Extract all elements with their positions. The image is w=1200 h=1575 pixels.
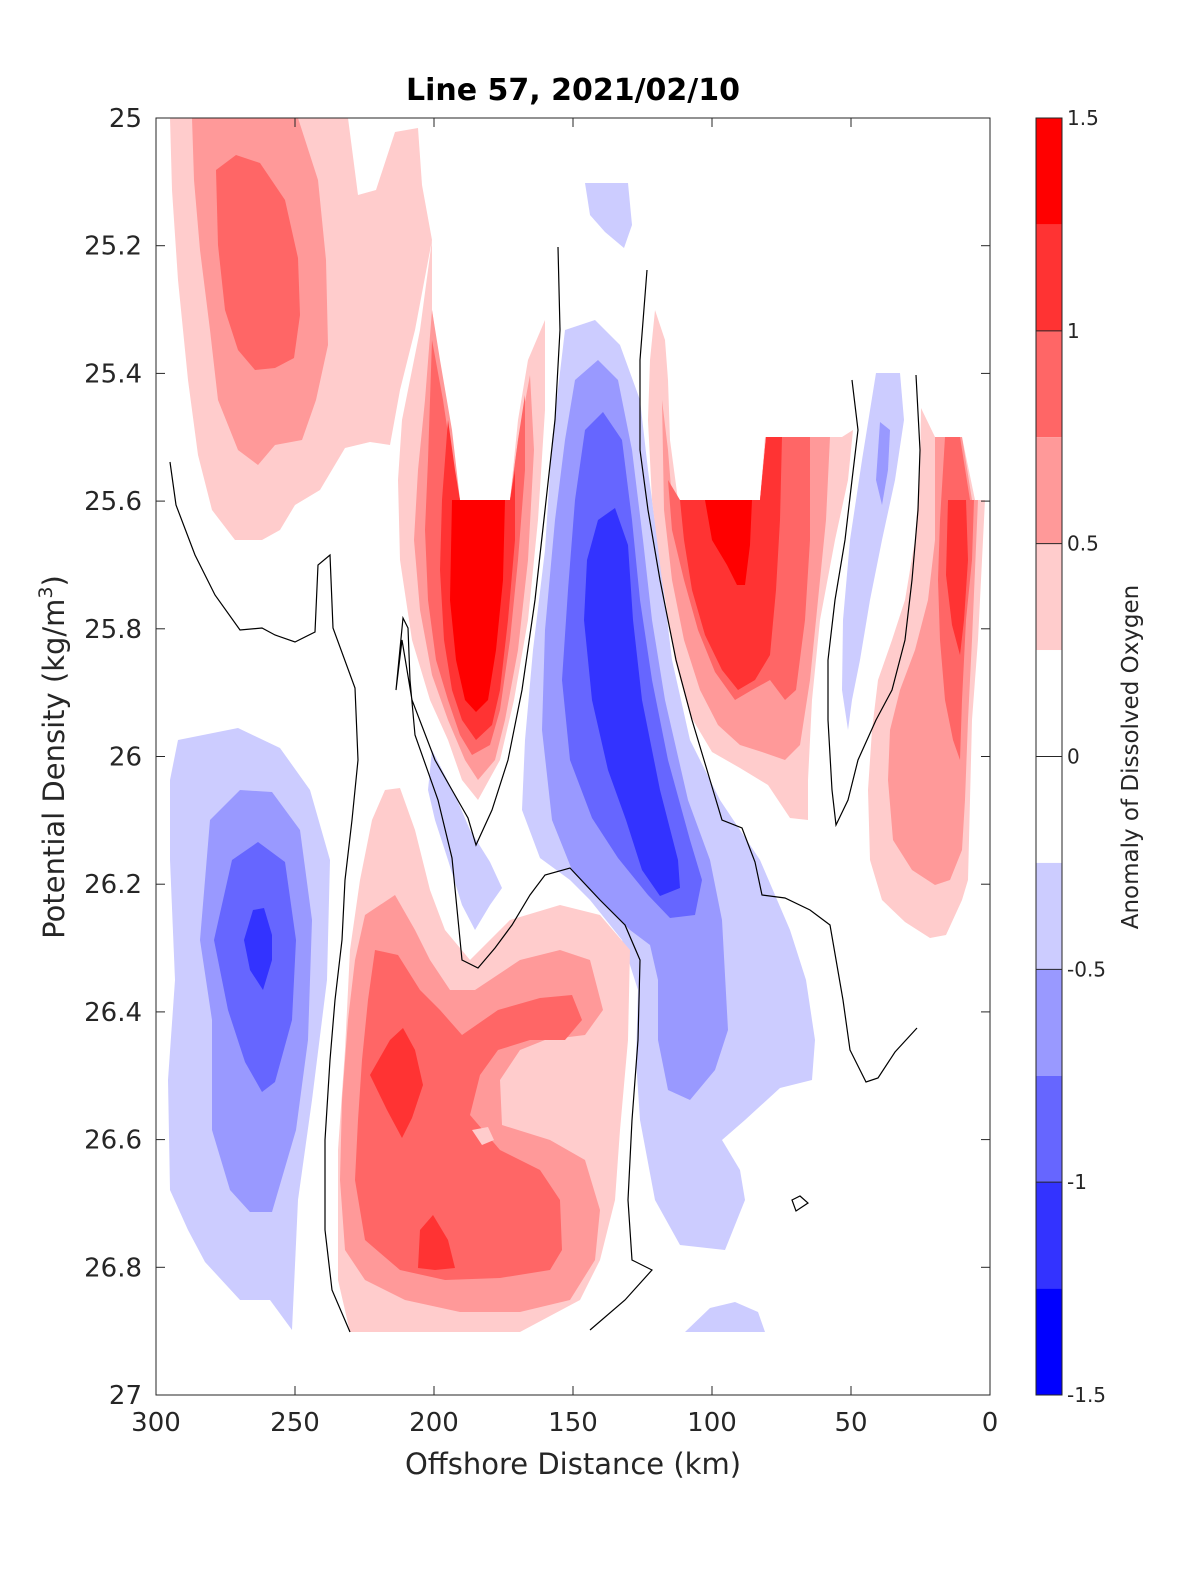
contour-pos-deep-l4b: [418, 1215, 455, 1270]
contour-neg-nearshore-l2: [876, 422, 890, 505]
colorbar-label: Anomaly of Dissolved Oxygen: [1118, 585, 1144, 930]
y-tick-label: 26.8: [84, 1253, 142, 1283]
colorbar-tick-label: -1: [1067, 1170, 1087, 1194]
y-tick-label: 26.4: [84, 998, 142, 1028]
contour-pos-nearshore-l4: [946, 500, 968, 655]
contour-pos-deep-hole: [472, 1127, 494, 1145]
y-tick-label: 25: [109, 104, 142, 134]
colorbar-tick-label: -1.5: [1067, 1383, 1106, 1407]
contour-pos-deep-l3: [355, 950, 582, 1280]
y-axis-label-sup: 3: [35, 586, 57, 598]
colorbar-swatch: [1036, 224, 1062, 331]
colorbar-tick-label: 0.5: [1067, 532, 1099, 556]
x-tick-label: 0: [982, 1408, 999, 1438]
y-tick-label: 25.6: [84, 487, 142, 517]
y-axis-label: Potential Density (kg/m3): [35, 575, 71, 939]
contour-neg-nearshore-l1: [842, 373, 904, 730]
x-tick-label: 300: [131, 1408, 181, 1438]
x-tick-label: 100: [687, 1408, 737, 1438]
colorbar-swatch: [1036, 1288, 1062, 1395]
contour-pos-deep-l4a: [370, 1028, 423, 1138]
colorbar-frame: [1035, 117, 1063, 1396]
x-tick-label: 200: [409, 1408, 459, 1438]
y-tick-label: 27: [109, 1381, 142, 1411]
y-tick-label: 26.2: [84, 870, 142, 900]
zero-contours: [169, 246, 921, 1333]
colorbar-tick-label: -0.5: [1067, 957, 1106, 981]
colorbar-tick-label: 1: [1067, 319, 1080, 343]
colorbar-swatch: [1036, 543, 1062, 651]
contour-pos-central-l5: [450, 500, 505, 712]
x-tick-label: 150: [548, 1408, 598, 1438]
contour-neg-surface: [585, 183, 632, 248]
y-tick-label: 26.6: [84, 1126, 142, 1156]
y-tick-label: 25.4: [84, 359, 142, 389]
contour-neg-offshore-l4: [244, 908, 272, 990]
chart-title: Line 57, 2021/02/10: [406, 73, 740, 108]
x-axis-label: Offshore Distance (km): [405, 1447, 741, 1481]
y-tick-label: 26: [109, 743, 142, 773]
x-tick-label: 250: [270, 1408, 320, 1438]
colorbar-swatch: [1036, 1182, 1062, 1289]
zero-contour-left: [169, 461, 359, 1333]
colorbar-swatch: [1036, 118, 1062, 225]
contour-neg-central-l4: [584, 508, 680, 896]
colorbar-swatch: [1036, 437, 1062, 544]
y-axis-label-tail: ): [37, 575, 71, 586]
colorbar-tick-label: 1.5: [1067, 106, 1099, 130]
zero-contour-loop: [791, 1195, 809, 1212]
colorbar-swatch: [1036, 862, 1062, 970]
colorbar-swatch: [1036, 969, 1062, 1076]
contour-field: [168, 118, 985, 1333]
contour-pos-east-l5: [705, 500, 752, 585]
colorbar-swatch: [1036, 1075, 1062, 1183]
zero-contour-mid: [395, 246, 653, 1331]
colorbar-swatch: [1036, 330, 1062, 438]
y-tick-label: 25.8: [84, 615, 142, 645]
contour-neg-mid: [428, 750, 502, 930]
zero-contour-nearshore: [827, 374, 921, 828]
zero-contour-east: [639, 269, 918, 1083]
colorbar-tick-label: 0: [1067, 745, 1080, 769]
y-axis-label-main: Potential Density (kg/m: [37, 599, 71, 939]
x-axis: 300 250 200 150 100 50 0: [131, 118, 998, 1438]
y-axis: 25 25.2 25.4 25.6 25.8 26 26.2 26.4 26.6 26.8 27: [84, 104, 990, 1411]
contour-neg-bottom: [685, 1302, 765, 1332]
y-tick-label: 25.2: [84, 232, 142, 262]
contour-pos-surface-l3: [216, 155, 300, 370]
colorbar: 1.5 1 0.5 0 -0.5 -1 -1.5: [1036, 106, 1106, 1407]
x-tick-label: 50: [834, 1408, 867, 1438]
